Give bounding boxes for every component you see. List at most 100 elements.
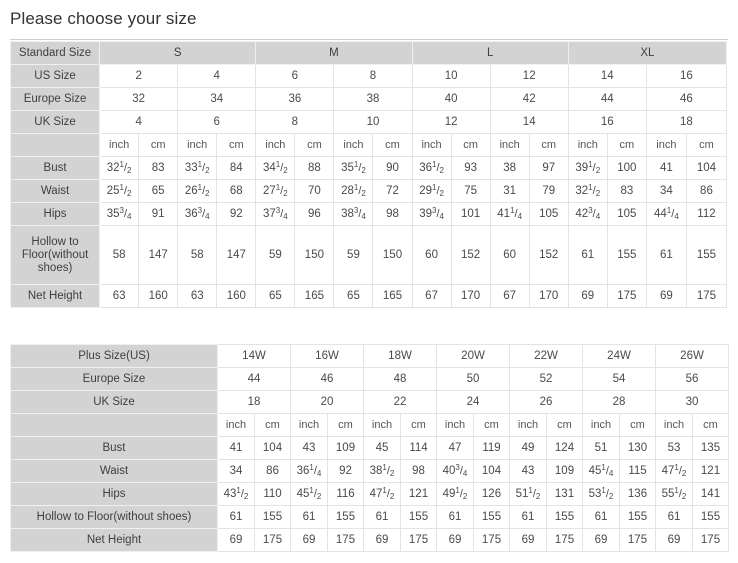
cell-us-size-3: 8 [333,64,413,88]
cell-plus-waist-0: 34 [217,459,255,483]
row-label-plus-waist: Waist [10,459,218,483]
cell-plus-size-3: 20W [436,344,510,368]
table-row-us-size: US Size 2 4 6 8 10 12 14 16 [9,64,728,88]
cell-netheight-12: 69 [567,284,608,308]
cell-hips-15: 112 [685,202,728,226]
cell-plus-europe-1: 46 [290,367,364,391]
cell-hollow-4: 59 [255,225,296,285]
row-label-plus-net-height: Net Height [10,528,218,552]
cell-plus-waist-9: 109 [546,459,583,483]
cell-netheight-4: 65 [255,284,296,308]
cell-plus-netheight-1: 175 [254,528,291,552]
cell-hollow-5: 150 [294,225,335,285]
table-row-hollow-to-floor: Hollow to Floor(without shoes) 58 147 58… [9,225,728,285]
cell-waist-7: 72 [372,179,413,203]
cell-plus-unit-4: inch [363,413,401,437]
cell-plus-europe-0: 44 [217,367,291,391]
table-row-plus-hollow-to-floor: Hollow to Floor(without shoes) 61 155 61… [10,505,729,529]
cell-waist-0: 251/2 [99,179,140,203]
cell-netheight-13: 175 [606,284,647,308]
cell-europe-size-5: 42 [489,87,569,111]
row-label-uk-size: UK Size [9,110,101,134]
row-label-standard-size: Standard Size [9,41,101,65]
cell-hollow-9: 152 [450,225,491,285]
cell-hollow-12: 61 [567,225,608,285]
cell-bust-4: 341/2 [255,156,296,180]
cell-unit-13: cm [606,133,647,157]
cell-uk-size-3: 10 [333,110,413,134]
table-row-net-height: Net Height 63 160 63 160 65 165 65 165 6… [9,284,728,308]
cell-plus-unit-12: inch [655,413,693,437]
cell-plus-unit-0: inch [217,413,255,437]
cell-hips-2: 363/4 [177,202,218,226]
row-label-plus-uk-size: UK Size [10,390,218,414]
row-label-units-blank [9,133,101,157]
cell-netheight-11: 170 [528,284,569,308]
cell-plus-europe-4: 52 [509,367,583,391]
cell-netheight-10: 67 [489,284,530,308]
cell-hips-1: 91 [138,202,179,226]
cell-plus-hips-1: 110 [254,482,291,506]
cell-plus-hollow-12: 61 [655,505,693,529]
cell-waist-2: 261/2 [177,179,218,203]
table-row-plus-europe-size: Europe Size 44 46 48 50 52 54 56 [10,367,729,391]
table-row-waist: Waist 251/2 65 261/2 68 271/2 70 281/2 7… [9,179,728,203]
cell-plus-unit-10: inch [582,413,620,437]
cell-bust-7: 90 [372,156,413,180]
cell-plus-bust-0: 41 [217,436,255,460]
cell-plus-netheight-10: 69 [582,528,620,552]
cell-netheight-1: 160 [138,284,179,308]
cell-netheight-14: 69 [645,284,687,308]
cell-plus-bust-3: 109 [327,436,364,460]
cell-plus-hollow-5: 155 [400,505,437,529]
cell-plus-size-6: 26W [655,344,729,368]
page-title: Please choose your size [10,9,197,28]
cell-hollow-14: 61 [645,225,687,285]
cell-plus-netheight-9: 175 [546,528,583,552]
cell-plus-bust-11: 130 [619,436,656,460]
table-row-hips: Hips 353/4 91 363/4 92 373/4 96 383/4 98… [9,202,728,226]
cell-hollow-1: 147 [138,225,179,285]
cell-waist-9: 75 [450,179,491,203]
cell-unit-1: cm [138,133,179,157]
cell-hollow-3: 147 [216,225,257,285]
cell-plus-bust-8: 49 [509,436,547,460]
cell-hips-8: 393/4 [411,202,452,226]
cell-europe-size-4: 40 [411,87,491,111]
row-label-hips: Hips [9,202,101,226]
title-divider [10,39,728,40]
cell-bust-15: 104 [685,156,728,180]
cell-europe-size-1: 34 [177,87,257,111]
cell-hips-6: 383/4 [333,202,374,226]
cell-unit-11: cm [528,133,569,157]
cell-plus-unit-2: inch [290,413,328,437]
cell-plus-unit-7: cm [473,413,510,437]
table-row-plus-bust: Bust 41 104 43 109 45 114 47 119 49 124 … [10,436,729,460]
cell-plus-netheight-12: 69 [655,528,693,552]
cell-plus-netheight-11: 175 [619,528,656,552]
cell-bust-14: 41 [645,156,687,180]
cell-waist-5: 70 [294,179,335,203]
cell-netheight-8: 67 [411,284,452,308]
cell-waist-4: 271/2 [255,179,296,203]
cell-bust-10: 38 [489,156,530,180]
cell-plus-uk-6: 30 [655,390,729,414]
cell-hollow-10: 60 [489,225,530,285]
cell-plus-waist-11: 115 [619,459,656,483]
cell-hollow-2: 58 [177,225,218,285]
cell-plus-waist-13: 121 [692,459,729,483]
cell-plus-netheight-2: 69 [290,528,328,552]
cell-netheight-3: 160 [216,284,257,308]
cell-plus-hollow-0: 61 [217,505,255,529]
table-row-plus-waist: Waist 34 86 361/4 92 381/2 98 403/4 104 … [10,459,729,483]
cell-bust-13: 100 [606,156,647,180]
cell-hollow-0: 58 [99,225,140,285]
cell-plus-waist-6: 403/4 [436,459,474,483]
cell-plus-bust-2: 43 [290,436,328,460]
cell-plus-hollow-4: 61 [363,505,401,529]
cell-plus-size-4: 22W [509,344,583,368]
cell-plus-unit-8: inch [509,413,547,437]
cell-plus-hips-10: 531/2 [582,482,620,506]
cell-plus-size-2: 18W [363,344,437,368]
size-group-xl: XL [567,41,728,65]
